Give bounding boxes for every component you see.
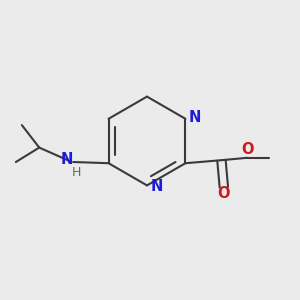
Text: O: O [217, 186, 230, 201]
Text: N: N [61, 152, 73, 166]
Text: N: N [189, 110, 201, 125]
Text: O: O [241, 142, 253, 158]
Text: H: H [71, 166, 81, 179]
Text: N: N [150, 179, 163, 194]
